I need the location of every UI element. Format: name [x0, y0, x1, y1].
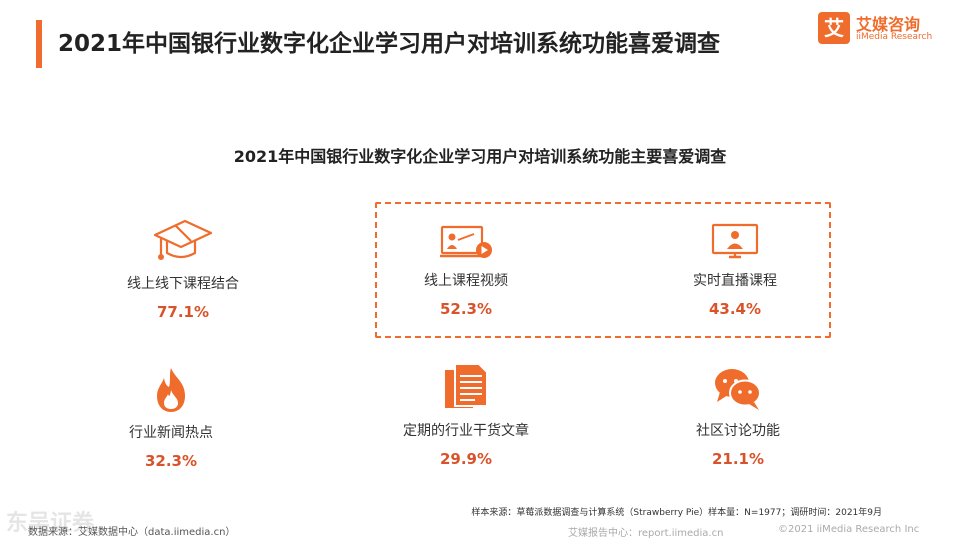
feature-label: 行业新闻热点 — [129, 425, 213, 441]
feature-label: 线上课程视频 — [424, 273, 508, 289]
feature-value: 21.1% — [711, 450, 765, 468]
logo-name-en: iiMedia Research — [856, 32, 933, 42]
copyright: ©2021 iiMedia Research Inc — [778, 524, 920, 535]
page-title: 2021年中国银行业数字化企业学习用户对培训系统功能喜爱调查 — [58, 31, 721, 57]
feature-item-industry-news: 行业新闻热点 32.3% — [71, 366, 271, 470]
section-subtitle: 2021年中国银行业数字化企业学习用户对培训系统功能主要喜爱调查 — [233, 147, 727, 166]
watermark: 东吴证券 — [6, 511, 95, 536]
chat-bubbles-icon — [715, 369, 761, 410]
feature-value: 43.4% — [708, 300, 762, 318]
logo-mark: 艾 — [818, 12, 850, 44]
feature-item-community: 社区讨论功能 21.1% — [638, 366, 838, 468]
live-stream-icon — [711, 223, 759, 259]
feature-value: 52.3% — [439, 300, 493, 318]
data-source: 数据来源：艾媒数据中心（data.iimedia.cn） — [28, 527, 236, 538]
feature-value: 77.1% — [156, 303, 210, 321]
feature-label: 社区讨论功能 — [696, 423, 780, 439]
sample-source-note: 样本来源：草莓派数据调查与计算系统（Strawberry Pie）样本量：N=1… — [471, 508, 882, 518]
feature-item-online-offline: 线上线下课程结合 77.1% — [83, 213, 283, 321]
feature-item-industry-articles: 定期的行业干货文章 29.9% — [366, 362, 566, 468]
feature-item-online-video: 线上课程视频 52.3% — [366, 224, 566, 318]
brand-logo: 艾 艾媒咨询 iiMedia Research — [818, 12, 950, 46]
report-center-link[interactable]: 艾媒报告中心：report.iimedia.cn — [568, 528, 724, 539]
feature-label: 定期的行业干货文章 — [403, 423, 529, 439]
video-lesson-icon — [440, 225, 492, 258]
feature-item-live-course: 实时直播课程 43.4% — [635, 222, 835, 318]
title-accent-bar — [36, 20, 42, 68]
feature-value: 32.3% — [144, 452, 198, 470]
graduation-cap-icon — [153, 219, 213, 260]
feature-label: 实时直播课程 — [693, 273, 777, 289]
feature-value: 29.9% — [439, 450, 493, 468]
feature-label: 线上线下课程结合 — [127, 276, 239, 292]
fire-icon — [157, 368, 185, 412]
documents-icon — [445, 363, 488, 408]
highlight-dashed-box — [375, 202, 831, 338]
logo-name-cn: 艾媒咨询 — [856, 15, 921, 34]
